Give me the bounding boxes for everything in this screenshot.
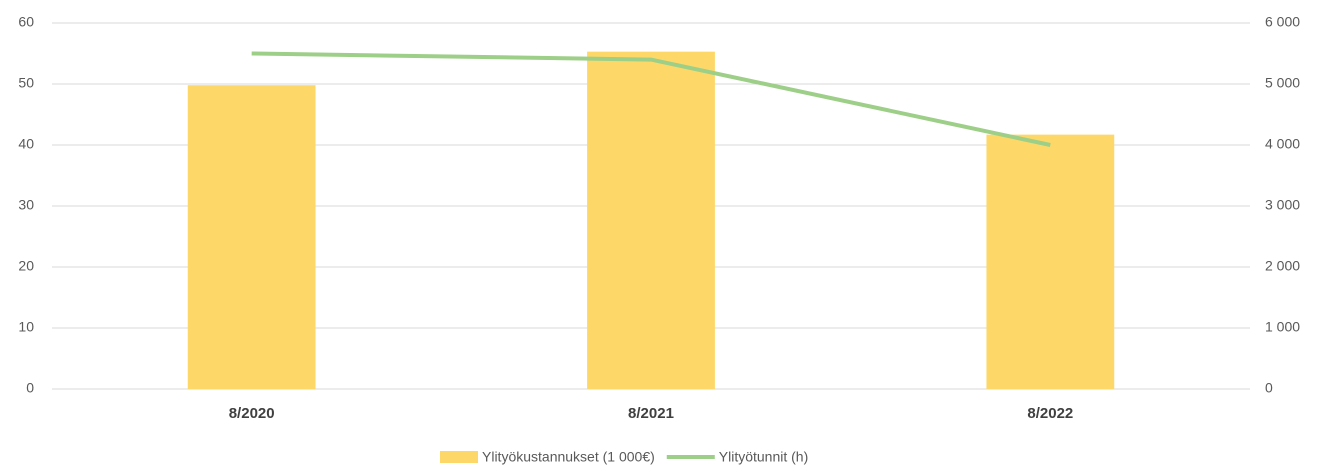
x-tick-label: 8/2020: [229, 405, 275, 422]
legend-label: Ylityökustannukset (1 000€): [482, 449, 655, 465]
bar: [187, 85, 316, 389]
y-tick-label: 40: [18, 136, 34, 152]
y-tick-label: 60: [18, 14, 34, 30]
y-tick-label: 20: [18, 258, 34, 274]
y2-tick-label: 2 000: [1265, 258, 1300, 274]
bar: [587, 51, 715, 390]
y2-tick-label: 6 000: [1265, 14, 1300, 30]
y2-tick-label: 3 000: [1265, 197, 1300, 213]
y2-tick-label: 5 000: [1265, 75, 1300, 91]
y-tick-label: 0: [26, 380, 34, 396]
legend-label: Ylityötunnit (h): [719, 449, 808, 465]
legend-swatch: [440, 451, 478, 463]
y-tick-label: 10: [18, 319, 34, 335]
y2-tick-label: 0: [1265, 380, 1273, 396]
y2-tick-label: 1 000: [1265, 319, 1300, 335]
y2-tick-label: 4 000: [1265, 136, 1300, 152]
y-tick-label: 50: [18, 75, 34, 91]
x-tick-label: 8/2021: [628, 405, 674, 422]
bar: [986, 134, 1115, 389]
x-tick-label: 8/2022: [1027, 405, 1073, 422]
line: [251, 51, 1051, 147]
y-tick-label: 30: [18, 197, 34, 213]
